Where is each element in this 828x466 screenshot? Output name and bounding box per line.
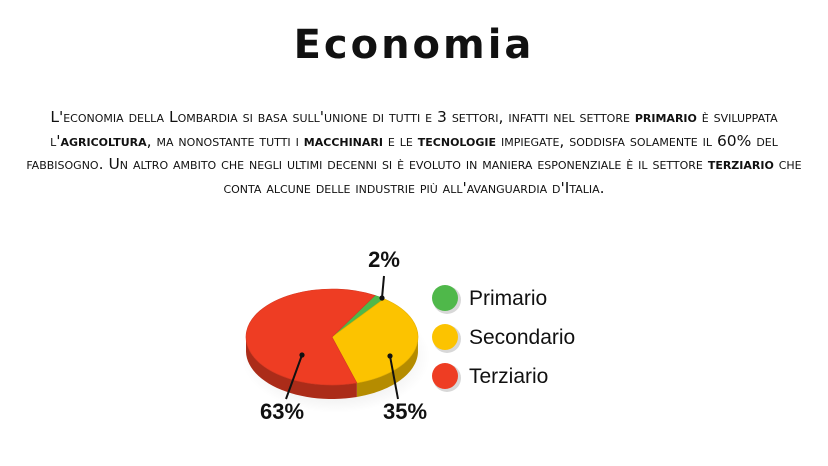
legend-label-secondario: Secondario bbox=[469, 326, 575, 349]
keyword-highlight: terziario bbox=[707, 155, 774, 173]
pie-side-terziario bbox=[246, 337, 357, 399]
leader-dot-primario bbox=[379, 295, 385, 301]
legend-label-terziario: Terziario bbox=[469, 365, 548, 388]
leader-dot-terziario bbox=[299, 352, 305, 358]
legend-label-primario: Primario bbox=[469, 287, 547, 310]
paragraph-text: è sviluppata l' bbox=[50, 108, 778, 150]
keyword-highlight: primario bbox=[634, 108, 697, 126]
page-title: Economia bbox=[293, 22, 535, 68]
pie-slice-terziario bbox=[245, 288, 376, 386]
paragraph-text: , ma nonostante tutti i bbox=[146, 131, 304, 150]
description-paragraph: L'economia della Lombardia si basa sull'… bbox=[24, 106, 804, 200]
data-label-primario: 2% bbox=[368, 247, 400, 272]
legend-marker-secondario bbox=[432, 324, 458, 350]
keyword-highlight: tecnologie bbox=[417, 131, 497, 150]
pie-side-secondario bbox=[356, 338, 418, 397]
data-label-secondario: 35% bbox=[383, 399, 427, 424]
keyword-highlight: macchinari bbox=[303, 131, 383, 150]
keyword-highlight: agricoltura bbox=[60, 131, 147, 150]
data-label-terziario: 63% bbox=[260, 399, 304, 424]
paragraph-text: L'economia della Lombardia si basa sull'… bbox=[50, 108, 635, 126]
legend-marker-terziario bbox=[432, 363, 458, 389]
legend-marker-primario bbox=[432, 285, 458, 311]
leader-line-primario bbox=[381, 275, 385, 299]
pie-slice-secondario bbox=[331, 298, 419, 384]
leader-line-terziario bbox=[285, 354, 303, 400]
leader-line-secondario bbox=[389, 355, 399, 400]
paragraph-text: che conta alcune delle industrie più all… bbox=[223, 155, 802, 197]
paragraph-text: e le bbox=[382, 131, 418, 150]
paragraph-text: impiegate, soddisfa solamente il 60% del… bbox=[26, 131, 778, 174]
leader-dot-secondario bbox=[387, 353, 393, 359]
